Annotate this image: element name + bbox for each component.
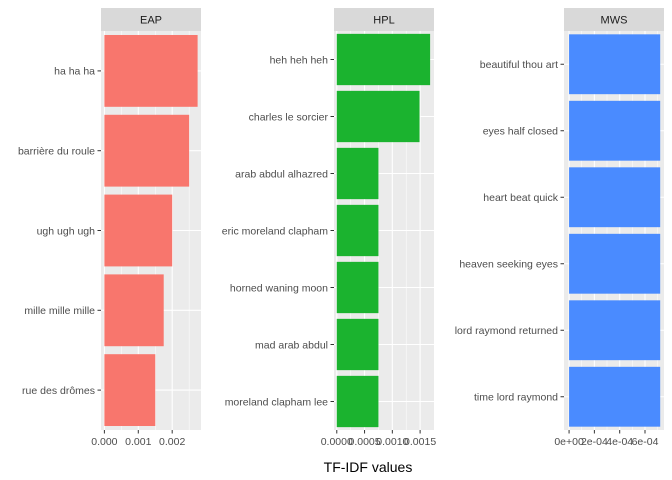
bar — [104, 114, 190, 187]
x-tick-label: 0.002 — [159, 436, 185, 448]
category-label: moreland clapham lee — [225, 396, 328, 408]
x-tick-label: 0.0000 — [321, 436, 353, 448]
x-tick-label: 0.000 — [91, 436, 117, 448]
bar — [104, 354, 156, 427]
bar — [336, 261, 379, 314]
category-label: arab abdul alhazred — [235, 168, 328, 180]
bar — [336, 90, 420, 143]
category-label: heart beat quick — [483, 192, 558, 204]
bar — [569, 300, 661, 361]
bar — [104, 274, 164, 347]
category-label: heh heh heh — [270, 54, 329, 66]
bar — [336, 375, 379, 428]
panel-background — [564, 31, 664, 430]
category-label: eyes half closed — [483, 126, 558, 138]
facet-strip-label: MWS — [601, 15, 628, 27]
category-label: charles le sorcier — [249, 111, 329, 123]
panel-eap: EAP 0.000 0.001 0.002 ha ha ha barrière du ro… — [18, 8, 201, 448]
facet-strip-label: EAP — [140, 15, 162, 27]
category-label: ha ha ha — [54, 66, 95, 78]
bar — [569, 34, 661, 95]
category-label: lord raymond returned — [455, 325, 558, 337]
x-tick-label: 2e-04 — [581, 436, 608, 448]
facet-strip — [334, 8, 434, 31]
bar — [569, 366, 661, 427]
category-label: eric moreland clapham — [222, 225, 328, 237]
facet-strip-label: HPL — [373, 15, 394, 27]
category-label: ugh ugh ugh — [37, 225, 96, 237]
bar — [336, 147, 379, 200]
x-tick-label: 6e-04 — [632, 436, 659, 448]
facet-strip — [101, 8, 201, 31]
bar — [336, 33, 431, 86]
bar — [569, 233, 661, 294]
bar — [104, 194, 173, 267]
bar — [336, 204, 379, 257]
category-label: barrière du roule — [18, 146, 95, 158]
facet-panels: EAP 0.000 0.001 0.002 ha ha ha barrière du ro… — [18, 8, 664, 448]
bar — [336, 318, 379, 371]
category-label: beautiful thou art — [480, 59, 558, 71]
category-label: heaven seeking eyes — [459, 259, 558, 271]
x-tick-label: 0e+00 — [554, 436, 584, 448]
category-label: horned waning moon — [230, 282, 328, 294]
x-tick-label: 0.001 — [125, 436, 151, 448]
bar — [104, 34, 198, 107]
bar — [569, 100, 661, 161]
category-label: time lord raymond — [474, 392, 558, 404]
x-axis-title: TF-IDF values — [324, 459, 413, 475]
x-tick-label: 0.0015 — [404, 436, 436, 448]
x-tick-label: 4e-04 — [606, 436, 633, 448]
x-tick-label: 0.0010 — [376, 436, 408, 448]
category-label: mille mille mille — [24, 305, 95, 317]
category-label: mad arab abdul — [255, 339, 328, 351]
category-label: rue des drômes — [22, 385, 95, 397]
x-tick-label: 0.0005 — [348, 436, 380, 448]
facet-strip — [564, 8, 664, 31]
bar — [569, 167, 661, 228]
